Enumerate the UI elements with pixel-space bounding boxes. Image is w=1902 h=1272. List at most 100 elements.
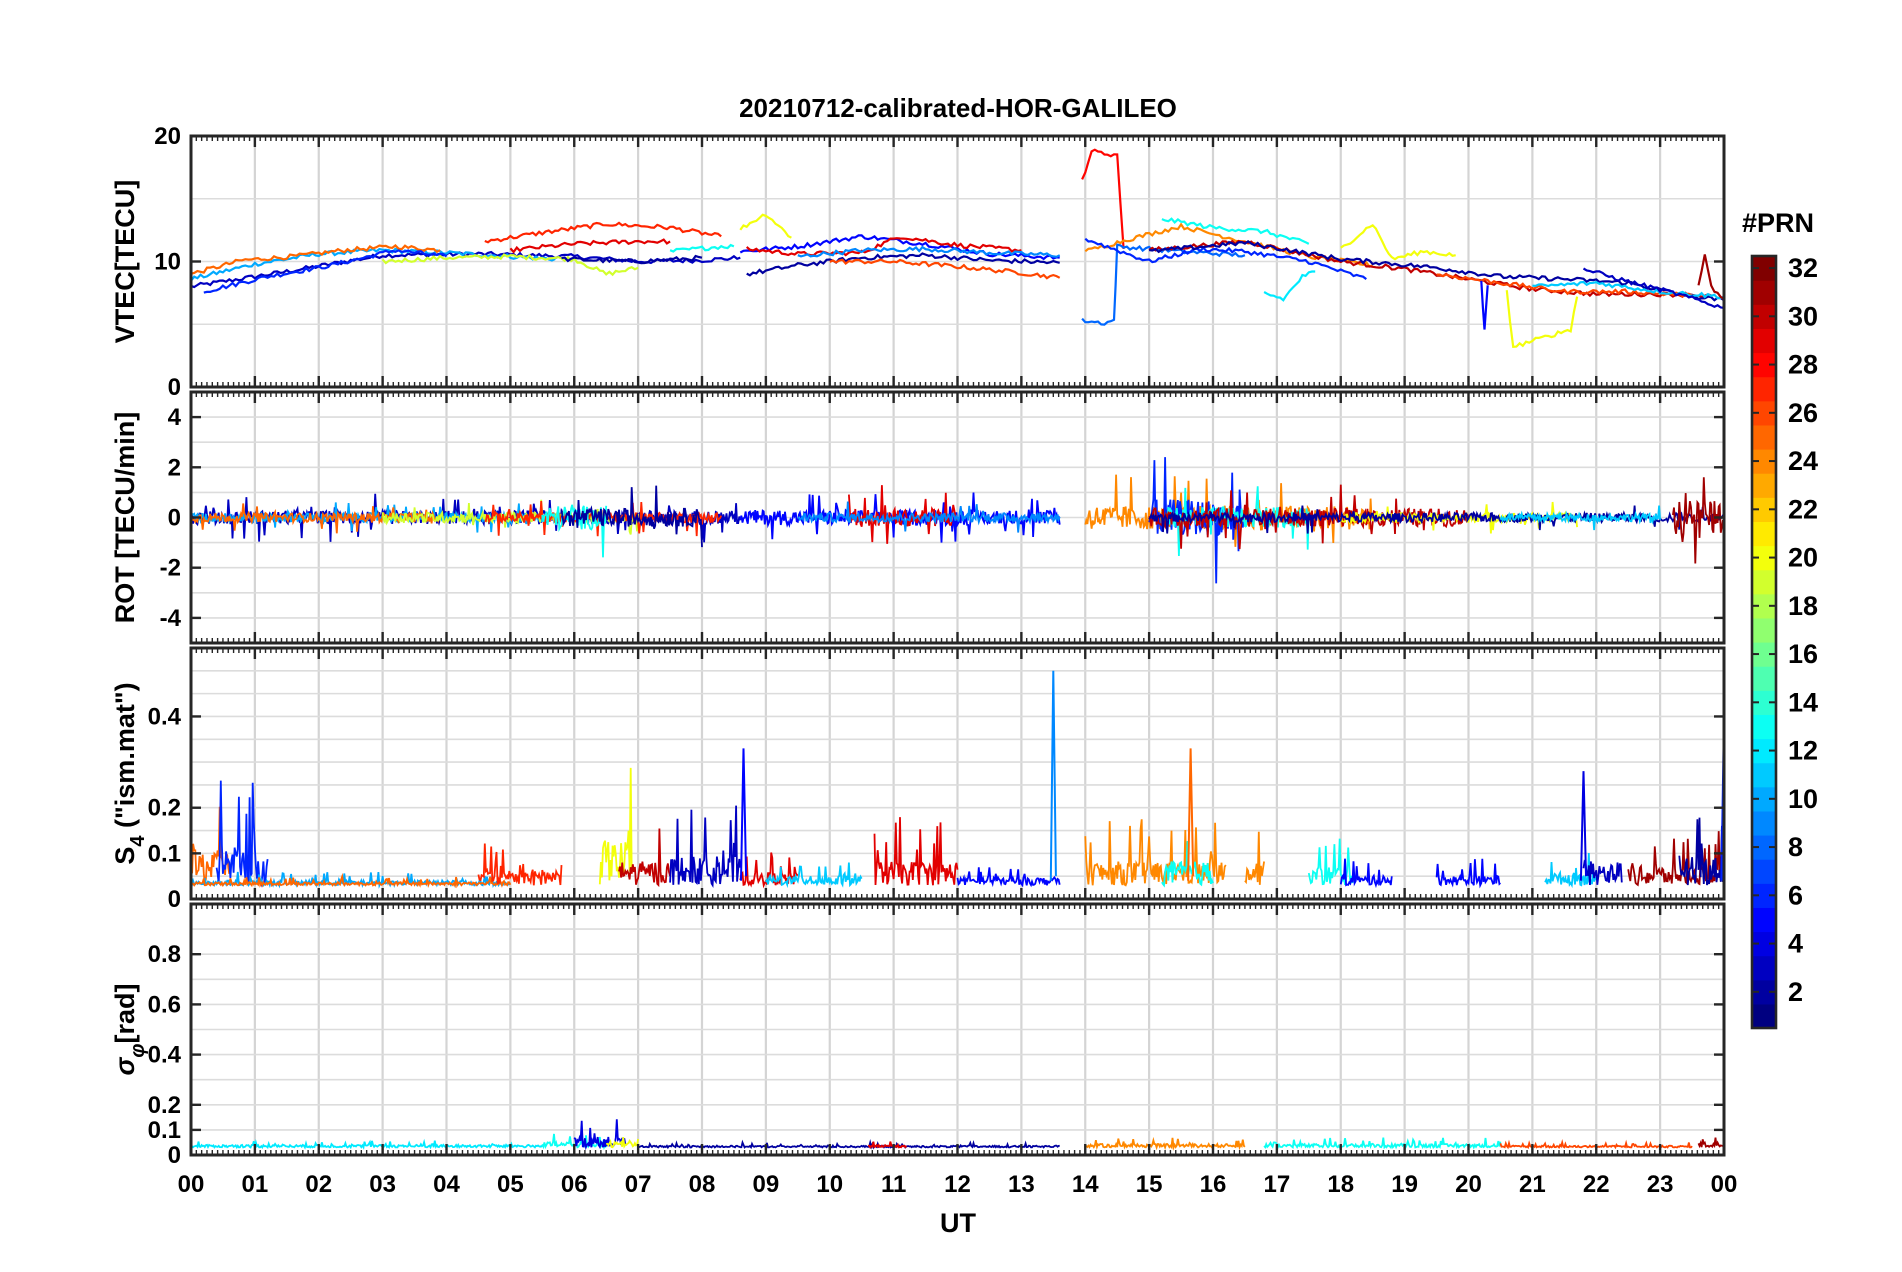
vtec-series-prn-31 <box>1697 254 1724 301</box>
x-tick-label: 20 <box>1455 1171 1482 1198</box>
colorbar-tick-label: 4 <box>1788 929 1803 959</box>
y-tick-label: 0.2 <box>148 1092 181 1119</box>
colorbar-swatch <box>1752 907 1776 933</box>
sigma-trace-prn-13 <box>1263 1137 1502 1150</box>
colorbar-tick-label: 12 <box>1788 736 1818 766</box>
s4-spike-prn-25 <box>1187 748 1195 881</box>
y-axis-label-sigma: σφ[rad] <box>110 984 149 1076</box>
x-tick-label: 08 <box>689 1171 716 1198</box>
s4-spike-prn-5 <box>740 748 748 881</box>
x-tick-label: 15 <box>1136 1171 1163 1198</box>
s4-trace-prn-25 <box>191 872 512 889</box>
panel-s4: 0 0.1 0.2 0.4S4 ("ism.mat") <box>110 646 1726 913</box>
vtec-series-prn-20 <box>1505 290 1579 348</box>
colorbar-tick-label: 26 <box>1788 398 1818 428</box>
vtec-series-prn-25 <box>191 244 441 275</box>
vtec-series-prn-28 <box>1081 148 1125 249</box>
x-tick-label: 09 <box>753 1171 780 1198</box>
sigma-trace-prn-2 <box>637 1138 1060 1150</box>
x-tick-label: 23 <box>1647 1171 1674 1198</box>
x-tick-label: 02 <box>305 1171 332 1198</box>
sigma-trace-prn-20 <box>606 1136 639 1149</box>
x-tick-label: 16 <box>1200 1171 1227 1198</box>
s4-spike-prn-4 <box>1579 771 1587 881</box>
x-tick-label: 21 <box>1519 1171 1546 1198</box>
y-tick-label: 4 <box>168 404 182 431</box>
vtec-series-prn-12 <box>1263 270 1316 302</box>
vtec-series-prn-30 <box>1148 239 1712 299</box>
colorbar-title: #PRN <box>1742 208 1814 238</box>
x-tick-label: 13 <box>1008 1171 1035 1198</box>
y-tick-label: 0.4 <box>148 1042 182 1069</box>
x-tick-label: 17 <box>1264 1171 1291 1198</box>
s4-trace-prn-24 <box>1084 819 1227 887</box>
colorbar-tick-label: 32 <box>1788 253 1818 283</box>
y-tick-label: 20 <box>154 123 181 150</box>
vtec-series-prn-2 <box>746 252 1060 277</box>
colorbar-swatch <box>1752 714 1776 740</box>
colorbar-tick-label: 22 <box>1788 494 1818 524</box>
vtec-series-prn-6 <box>1084 237 1367 280</box>
colorbar-swatch <box>1752 424 1776 450</box>
sigma-trace-prn-31 <box>1697 1137 1724 1149</box>
colorbar-tick-label: 30 <box>1788 301 1818 331</box>
s4-spike-prn-6 <box>1720 716 1724 881</box>
x-tick-label: 14 <box>1072 1171 1099 1198</box>
vtec-series-prn-13 <box>1161 217 1310 245</box>
s4-trace-prn-3 <box>1582 859 1623 886</box>
colorbar-tick-label: 24 <box>1788 446 1818 476</box>
colorbar-swatch <box>1752 810 1776 836</box>
y-tick-label: 0.4 <box>148 703 182 730</box>
s4-trace-prn-3 <box>669 805 742 889</box>
colorbar-tick-label: 8 <box>1788 832 1803 862</box>
colorbar-swatch <box>1752 280 1776 305</box>
grid-sigma <box>191 904 1724 1155</box>
vtec-series-prn-2 <box>561 254 703 265</box>
s4-trace-prn-11 <box>765 862 863 889</box>
panel-rot: -4 -2 0 2 4 ROT [TECU/min] <box>110 390 1726 645</box>
colorbar-tick-label: 28 <box>1788 350 1818 380</box>
y-tick-label: 0.1 <box>148 840 181 867</box>
colorbar-tick-label: 14 <box>1788 687 1818 717</box>
s4-trace-prn-31 <box>1627 831 1724 887</box>
x-tick-label: 07 <box>625 1171 652 1198</box>
colorbar-tick-label: 6 <box>1788 880 1803 910</box>
y-tick-label: 0 <box>168 886 181 913</box>
colorbar-swatch <box>1752 473 1776 498</box>
y-tick-label: 0.6 <box>148 991 181 1018</box>
chart-title: 20210712-calibrated-HOR-GALILEO <box>739 93 1177 123</box>
grid-s4 <box>191 648 1724 899</box>
colorbar-tick-label: 2 <box>1788 977 1803 1007</box>
colorbar-swatch <box>1752 1003 1776 1029</box>
y-tick-label: 0 <box>168 1142 181 1169</box>
sigma-trace-prn-4 <box>573 1119 627 1151</box>
y-tick-label: 0.8 <box>148 941 181 968</box>
y-axis-label-s4: S4 ("ism.mat") <box>110 682 149 864</box>
vtec-series-prn-5 <box>739 234 1060 261</box>
s4-trace-prn-11 <box>1544 852 1598 889</box>
s4-trace-prn-13 <box>1307 838 1355 886</box>
x-tick-label: 19 <box>1391 1171 1418 1198</box>
y-tick-label: 10 <box>154 249 181 276</box>
vtec-series-prn-9 <box>797 245 1061 258</box>
rot-trace-prn-2 <box>560 485 703 548</box>
y-tick-label: 0.1 <box>148 1117 181 1144</box>
x-tick-label: 12 <box>944 1171 971 1198</box>
rot-trace-prn-13 <box>541 504 608 558</box>
sigma-trace-prn-29 <box>867 1141 908 1149</box>
x-tick-label: 22 <box>1583 1171 1610 1198</box>
panel-sigma: 00.10.2 0.4 0.6 0.8 σφ[rad] <box>110 902 1726 1169</box>
vtec-series-prn-27 <box>484 221 722 244</box>
colorbar-swatch <box>1752 328 1776 354</box>
s4-trace-prn-5 <box>956 867 1061 888</box>
vtec-series-prn-26 <box>829 258 1061 280</box>
rot-trace-prn-25 <box>191 503 441 534</box>
x-axis-label: UT <box>940 1208 976 1238</box>
colorbar-swatch <box>1752 666 1776 691</box>
sigma-trace-prn-24 <box>1084 1136 1246 1151</box>
x-tick-label: 06 <box>561 1171 588 1198</box>
colorbar-tick-label: 10 <box>1788 784 1818 814</box>
vtec-series-prn-29 <box>509 238 671 254</box>
